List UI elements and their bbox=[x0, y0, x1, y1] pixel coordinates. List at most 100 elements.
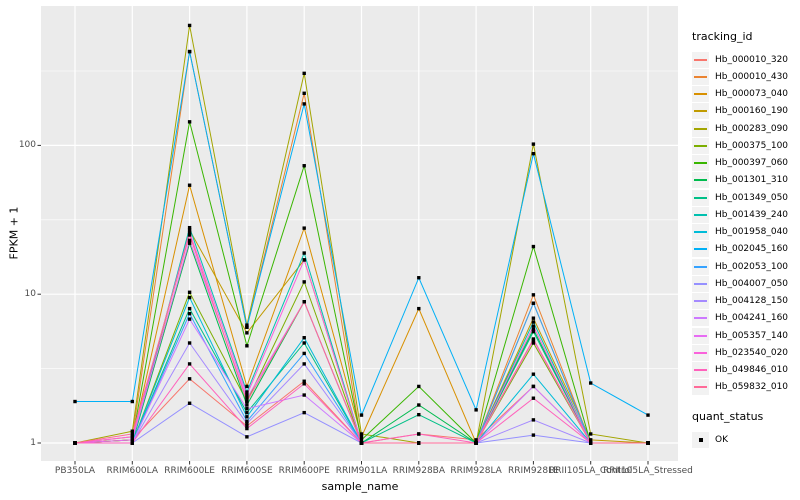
data-point bbox=[187, 362, 192, 366]
data-point bbox=[531, 324, 536, 328]
data-point bbox=[245, 415, 249, 419]
legend-line-icon bbox=[694, 179, 707, 182]
legend-key-swatch bbox=[692, 293, 709, 310]
legend-line-icon bbox=[694, 196, 707, 199]
legend-entry-label: Hb_000397_060 bbox=[715, 158, 789, 169]
legend-line-icon bbox=[694, 213, 707, 216]
legend-key-swatch bbox=[692, 362, 709, 379]
legend-entry-label: Hb_005357_140 bbox=[715, 330, 789, 341]
data-point bbox=[302, 393, 306, 397]
data-point bbox=[245, 435, 249, 439]
legend-line-icon bbox=[694, 58, 707, 61]
quant-legend-entry-label: OK bbox=[715, 434, 728, 445]
legend-entry: Hb_049846_010 bbox=[692, 362, 800, 379]
data-point bbox=[531, 293, 536, 297]
y-tick-label: 1 bbox=[30, 438, 36, 448]
data-point bbox=[417, 403, 421, 407]
legend-key-swatch bbox=[692, 51, 709, 68]
legend-key-swatch bbox=[692, 155, 709, 172]
data-point bbox=[130, 429, 134, 433]
data-point bbox=[245, 419, 249, 423]
data-point bbox=[417, 276, 421, 280]
data-point bbox=[302, 251, 306, 255]
quant-legend-entry: OK bbox=[692, 431, 800, 448]
data-point bbox=[245, 331, 249, 335]
data-point bbox=[531, 316, 536, 320]
data-point bbox=[417, 432, 421, 436]
legend-entry-label: Hb_004007_050 bbox=[715, 278, 789, 289]
legend-line-icon bbox=[694, 144, 707, 147]
data-point bbox=[531, 396, 536, 400]
data-point bbox=[302, 226, 306, 230]
y-tick-label: 100 bbox=[18, 140, 36, 151]
data-point bbox=[646, 413, 650, 417]
data-point bbox=[187, 311, 192, 316]
legend-entry-label: Hb_004241_160 bbox=[715, 313, 789, 324]
legend-entries: Hb_000010_320 Hb_000010_430 Hb_000073_040 H… bbox=[692, 51, 800, 396]
data-point bbox=[302, 164, 306, 168]
x-axis-title: sample_name bbox=[321, 480, 399, 493]
legend-entry-label: Hb_000010_430 bbox=[715, 71, 789, 82]
data-point bbox=[474, 438, 478, 442]
legend-entry: Hb_002045_160 bbox=[692, 241, 800, 258]
legend-key-swatch bbox=[692, 344, 709, 361]
data-point bbox=[589, 432, 593, 436]
data-point bbox=[187, 23, 192, 28]
tracking-id-legend: tracking_id Hb_000010_320 Hb_000010_430 Hb… bbox=[692, 30, 800, 396]
legend-line-icon bbox=[694, 75, 707, 78]
x-tick-label: RRII105LA_Stressed bbox=[603, 466, 693, 476]
data-point bbox=[359, 435, 364, 439]
legend-key-swatch bbox=[692, 275, 709, 292]
legend-key-swatch bbox=[692, 327, 709, 344]
legend-entry-label: Hb_001958_040 bbox=[715, 227, 789, 238]
data-point bbox=[531, 433, 536, 437]
legend-key-swatch bbox=[692, 86, 709, 103]
legend-line-icon bbox=[694, 351, 707, 354]
legend-entry: Hb_000010_430 bbox=[692, 68, 800, 85]
legend-key-swatch bbox=[692, 189, 709, 206]
data-point bbox=[187, 120, 192, 124]
data-point bbox=[302, 341, 306, 345]
legend-entry-label: Hb_000073_040 bbox=[715, 89, 789, 100]
legend-entry: Hb_004128_150 bbox=[692, 293, 800, 310]
legend-key-swatch bbox=[692, 137, 709, 154]
legend-entry: Hb_000397_060 bbox=[692, 155, 800, 172]
data-point bbox=[245, 325, 249, 329]
x-tick-label: RRIM928BA bbox=[392, 466, 446, 476]
data-point bbox=[245, 390, 249, 394]
data-point bbox=[531, 337, 536, 341]
quant-legend-entries: OK bbox=[692, 431, 800, 448]
legend-entry-label: Hb_002045_160 bbox=[715, 244, 789, 255]
data-point bbox=[187, 295, 192, 300]
data-point bbox=[531, 341, 536, 345]
data-point bbox=[302, 362, 306, 366]
legend-key-swatch bbox=[692, 68, 709, 85]
legend-entry: Hb_023540_020 bbox=[692, 344, 800, 361]
data-point bbox=[531, 142, 536, 146]
data-point bbox=[589, 381, 593, 385]
data-point bbox=[531, 301, 536, 305]
data-point bbox=[130, 435, 134, 439]
x-tick-label: RRIM928LA bbox=[450, 466, 502, 476]
legend-line-icon bbox=[694, 248, 707, 251]
data-point bbox=[187, 238, 192, 243]
legend-entry: Hb_001439_240 bbox=[692, 206, 800, 223]
legend-entry: Hb_000375_100 bbox=[692, 137, 800, 154]
data-point bbox=[245, 410, 249, 415]
legend-line-icon bbox=[694, 162, 707, 165]
data-point bbox=[302, 102, 306, 106]
data-point bbox=[417, 306, 421, 311]
data-point bbox=[359, 413, 364, 417]
legend-title: tracking_id bbox=[692, 30, 753, 43]
data-point bbox=[417, 412, 421, 417]
data-point bbox=[187, 228, 192, 232]
data-point bbox=[73, 441, 77, 445]
data-point bbox=[245, 426, 249, 431]
data-point bbox=[245, 399, 249, 404]
data-point bbox=[359, 438, 364, 442]
data-point bbox=[187, 241, 192, 245]
data-point bbox=[245, 344, 249, 348]
legend-entry: Hb_005357_140 bbox=[692, 327, 800, 344]
data-point bbox=[417, 384, 421, 389]
